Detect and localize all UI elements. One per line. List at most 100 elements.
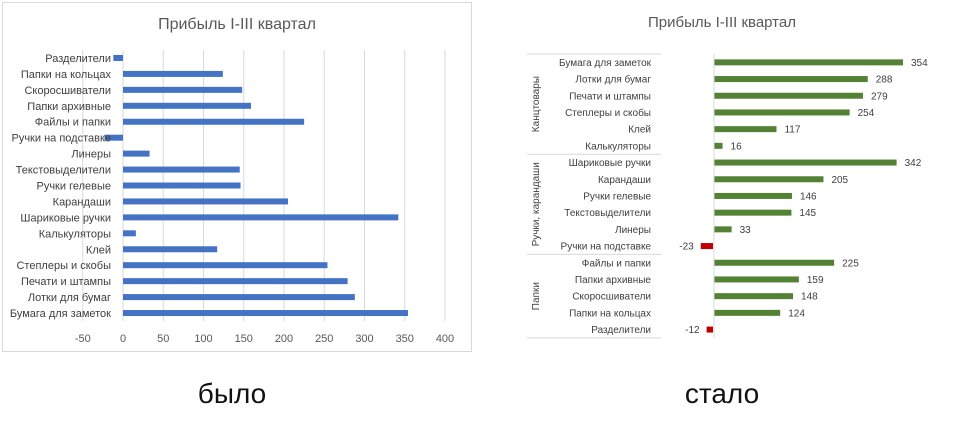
bar xyxy=(123,118,305,125)
x-tick-label: 50 xyxy=(157,333,169,345)
x-tick-label: 0 xyxy=(120,333,126,345)
data-label: 16 xyxy=(731,141,743,152)
category-label: Клей xyxy=(628,125,651,136)
bar xyxy=(123,166,240,173)
bar xyxy=(714,159,897,166)
bar xyxy=(714,176,824,183)
bar xyxy=(700,243,713,250)
category-label: Файлы и папки xyxy=(35,117,111,129)
data-label: 117 xyxy=(784,125,800,136)
bar xyxy=(123,86,243,93)
category-label: Шариковые ручки xyxy=(569,158,651,169)
bar xyxy=(113,54,123,61)
category-label: Печати и штампы xyxy=(569,91,651,102)
bar xyxy=(104,134,123,141)
bar xyxy=(123,294,355,301)
data-label: -23 xyxy=(679,242,694,253)
data-label: 205 xyxy=(831,175,848,186)
x-tick-label: -50 xyxy=(75,333,91,345)
data-label: -12 xyxy=(685,325,700,336)
bar xyxy=(123,246,218,253)
bar xyxy=(714,142,723,149)
category-label: Калькуляторы xyxy=(585,141,651,152)
bar xyxy=(714,259,835,266)
data-label: 145 xyxy=(799,208,816,219)
category-label: Шариковые ручки xyxy=(20,212,111,224)
category-label: Текстовыделители xyxy=(564,208,651,219)
category-label: Папки архивные xyxy=(575,275,652,286)
category-label: Клей xyxy=(86,244,111,256)
x-tick-label: 350 xyxy=(396,333,414,345)
bar xyxy=(123,214,399,221)
x-tick-label: 250 xyxy=(315,333,333,345)
bar xyxy=(123,102,251,109)
category-label: Ручки на подставке xyxy=(561,242,652,253)
bar xyxy=(714,76,868,83)
bar xyxy=(714,109,850,116)
bar xyxy=(123,198,289,205)
data-label: 342 xyxy=(905,158,922,169)
bar xyxy=(714,192,792,199)
group-label: Канцтовары xyxy=(531,76,542,132)
category-label: Бумага для заметок xyxy=(559,58,652,69)
category-label: Линеры xyxy=(71,149,111,161)
data-label: 124 xyxy=(788,308,805,319)
bar xyxy=(714,126,777,133)
category-label: Лотки для бумаг xyxy=(28,292,111,304)
data-label: 159 xyxy=(807,275,824,286)
category-label: Ручки на подставке xyxy=(11,133,111,145)
x-tick-label: 400 xyxy=(436,333,454,345)
group-label: Ручки, карандаши xyxy=(531,162,542,246)
bar xyxy=(123,310,408,317)
category-label: Папки на кольцах xyxy=(569,308,651,319)
bar xyxy=(123,262,328,269)
category-label: Ручки гелевые xyxy=(36,181,111,193)
bar xyxy=(123,230,136,237)
category-label: Папки на кольцах xyxy=(21,69,112,81)
category-label: Карандаши xyxy=(53,196,111,208)
data-label: 279 xyxy=(871,91,888,102)
group-label: Папки xyxy=(531,282,542,310)
x-tick-label: 100 xyxy=(194,333,212,345)
bar xyxy=(714,92,863,99)
bar xyxy=(714,209,792,216)
category-label: Скоросшиватели xyxy=(24,85,111,97)
x-tick-label: 300 xyxy=(355,333,373,345)
bar xyxy=(123,182,241,189)
category-label: Разделители xyxy=(45,53,111,65)
category-label: Разделители xyxy=(591,325,651,336)
bar xyxy=(123,278,348,285)
bar xyxy=(714,226,732,233)
data-label: 148 xyxy=(801,292,818,303)
category-label: Калькуляторы xyxy=(39,228,111,240)
bar xyxy=(123,70,223,77)
category-label: Бумага для заметок xyxy=(10,308,111,320)
data-label: 33 xyxy=(740,225,752,236)
category-label: Линеры xyxy=(615,225,651,236)
x-tick-label: 200 xyxy=(275,333,293,345)
chart-title: Прибыль I-III квартал xyxy=(648,14,796,31)
category-label: Степлеры и скобы xyxy=(565,107,651,119)
bar xyxy=(714,293,794,300)
data-label: 288 xyxy=(876,75,893,86)
bar xyxy=(714,276,799,283)
caption-after: стало xyxy=(684,378,760,409)
category-label: Карандаши xyxy=(598,175,651,186)
data-label: 354 xyxy=(911,58,928,69)
data-label: 146 xyxy=(800,191,817,202)
caption-before: было xyxy=(197,378,267,409)
category-label: Степлеры и скобы xyxy=(16,260,111,272)
bar xyxy=(714,309,781,316)
category-label: Ручки гелевые xyxy=(583,191,651,202)
bar xyxy=(706,326,713,333)
x-tick-label: 150 xyxy=(235,333,253,345)
bar xyxy=(714,59,903,66)
data-label: 254 xyxy=(858,108,875,119)
chart-title: Прибыль I-III квартал xyxy=(158,16,316,33)
bar xyxy=(123,150,150,157)
category-label: Папки архивные xyxy=(27,101,111,113)
chart-frame xyxy=(2,2,472,352)
category-label: Файлы и папки xyxy=(582,258,651,269)
category-label: Печати и штампы xyxy=(21,276,111,288)
